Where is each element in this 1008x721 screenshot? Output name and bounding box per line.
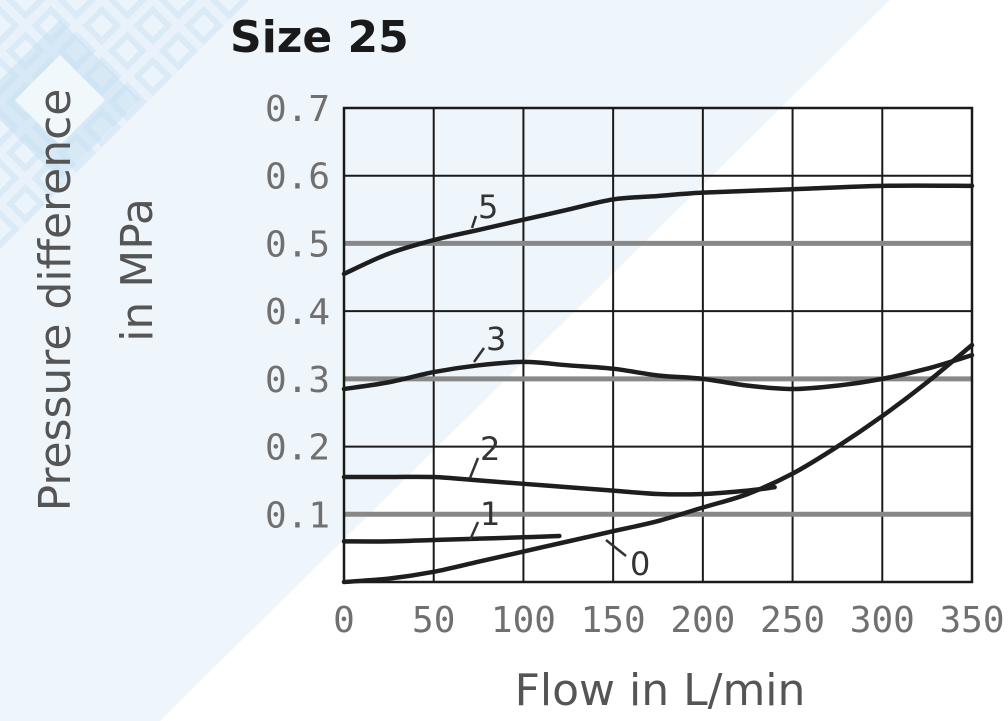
- leader-line-1: [468, 521, 480, 541]
- y-axis-label: Pressure difference in MPa: [30, 89, 163, 512]
- x-axis-label: Flow in L/min: [515, 665, 806, 716]
- leader-line-3: [472, 347, 486, 363]
- x-tick-label-50: 50: [412, 600, 455, 641]
- y-tick-label-0.3: 0.3: [265, 360, 330, 401]
- y-tick-label-0.2: 0.2: [265, 428, 330, 469]
- x-tick-label-350: 350: [939, 600, 1004, 641]
- y-tick-label-0.5: 0.5: [265, 224, 330, 265]
- y-tick-label-0.1: 0.1: [265, 495, 330, 536]
- leader-line-5: [470, 215, 478, 229]
- x-tick-label-300: 300: [850, 600, 915, 641]
- curve-label-5: 5: [478, 188, 498, 226]
- leader-line-0: [605, 539, 627, 557]
- x-tick-label-0: 0: [333, 600, 355, 641]
- curve-labels: 5 3 2 1 0: [468, 188, 650, 583]
- series-line-1: [341, 533, 562, 544]
- curve-label-2: 2: [480, 430, 500, 468]
- x-tick-label-150: 150: [581, 600, 646, 641]
- background-decoration: [0, 0, 890, 721]
- series-lines: [341, 183, 975, 585]
- curve-label-3: 3: [486, 320, 506, 358]
- curve-label-1: 1: [480, 495, 500, 533]
- series-line-2: [341, 474, 777, 497]
- y-tick-label-0.7: 0.7: [265, 89, 330, 130]
- x-tick-label-100: 100: [491, 600, 556, 641]
- series-line-5: [341, 183, 975, 277]
- chart-title: Size 25: [230, 12, 409, 63]
- series-line-3: [341, 352, 975, 392]
- leader-line-2: [468, 457, 480, 479]
- curve-label-0: 0: [630, 545, 650, 583]
- tick-labels: 0 50 100 150 200 250 300 3500.10.20.30.40.50.60…: [265, 89, 1005, 641]
- x-tick-label-250: 250: [760, 600, 825, 641]
- y-tick-label-0.4: 0.4: [265, 292, 330, 333]
- series-line-0: [341, 342, 975, 585]
- y-axis-label-line2: in MPa: [112, 198, 163, 342]
- y-axis-label-line1: Pressure difference: [30, 89, 81, 512]
- y-tick-label-0.6: 0.6: [265, 157, 330, 198]
- x-tick-label-200: 200: [670, 600, 735, 641]
